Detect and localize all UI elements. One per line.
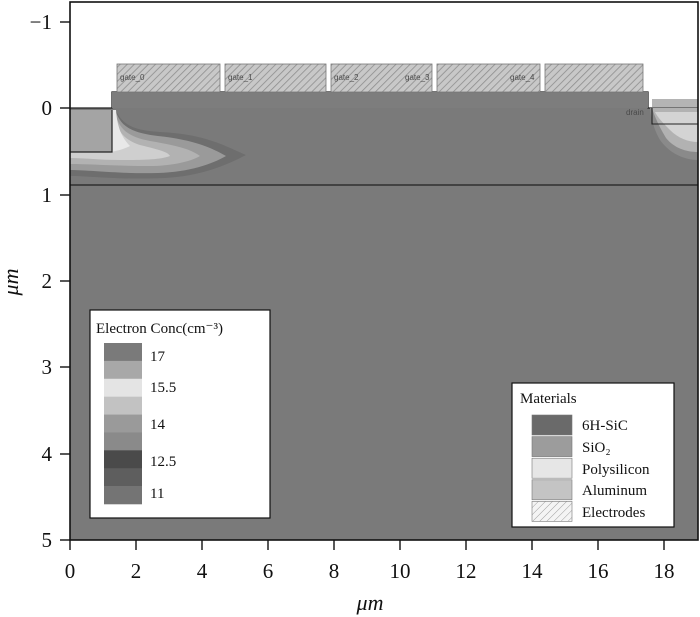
conc-swatch (104, 432, 142, 451)
oxide-layer (112, 92, 648, 108)
materials-legend: Materials 6H-SiC SiO₂ Polysilicon Alumin… (511, 382, 675, 528)
gate-label: gate_0 (120, 73, 145, 82)
gate-electrode (224, 63, 327, 93)
gate-label: gate_3 (405, 73, 430, 82)
conc-swatch (104, 468, 142, 487)
material-label: SiO₂ (582, 440, 611, 456)
gate-electrodes: gate_0 gate_1 gate_2 gate_3 gate_4 drain (116, 63, 644, 117)
conc-level-label: 11 (150, 486, 164, 502)
drain-electron-region (650, 99, 698, 160)
conc-swatch (104, 378, 142, 397)
gate-electrode (436, 63, 541, 93)
conc-swatch (104, 450, 142, 469)
conc-swatch (104, 396, 142, 415)
x-tick-label: 6 (263, 559, 274, 583)
material-swatch (531, 501, 573, 522)
material-label: Polysilicon (582, 462, 650, 478)
gate-electrode (116, 63, 221, 93)
gate-label: gate_2 (334, 73, 359, 82)
x-tick-label: 8 (329, 559, 340, 583)
y-tick-label: −1 (30, 10, 52, 34)
y-axis-title: μm (0, 269, 23, 297)
material-swatch (531, 479, 573, 501)
source-electron-region (70, 110, 246, 179)
y-tick-label: 0 (42, 96, 53, 120)
x-tick-label: 10 (390, 559, 411, 583)
material-label: Electrodes (582, 505, 645, 521)
material-swatch (531, 457, 573, 479)
material-swatch (531, 414, 573, 436)
gate-electrode (330, 63, 433, 93)
conc-level-label: 14 (150, 417, 166, 433)
conc-level-label: 12.5 (150, 454, 176, 470)
drain-label: drain (626, 108, 644, 117)
y-tick-label: 5 (42, 528, 53, 552)
x-tick-label: 18 (654, 559, 675, 583)
conc-level-label: 17 (150, 349, 166, 365)
gate-electrode (544, 63, 644, 93)
material-label: Aluminum (582, 483, 647, 499)
y-tick-label: 2 (42, 269, 53, 293)
y-tick-label: 1 (42, 183, 53, 207)
conc-swatch (104, 486, 142, 505)
conc-swatch (104, 414, 142, 433)
conc-level-label: 15.5 (150, 380, 176, 396)
x-tick-label: 16 (588, 559, 609, 583)
gate-label: gate_1 (228, 73, 253, 82)
conc-swatch (104, 360, 142, 380)
electron-conc-legend: Electron Conc(cm⁻³) 17 15.5 14 12.5 11 (89, 309, 271, 519)
y-tick-label: 3 (42, 355, 53, 379)
x-axis (69, 540, 665, 550)
material-swatch (531, 436, 573, 457)
materials-legend-title: Materials (520, 391, 577, 407)
x-tick-label: 4 (197, 559, 208, 583)
conc-swatch (104, 343, 142, 362)
plot-frame (69, 1, 699, 541)
x-tick-label: 2 (131, 559, 142, 583)
y-axis (60, 21, 70, 541)
x-tick-label: 12 (456, 559, 477, 583)
gate-label: gate_4 (510, 73, 535, 82)
conc-legend-title: Electron Conc(cm⁻³) (96, 321, 223, 337)
y-tick-label: 4 (42, 442, 53, 466)
x-tick-label: 14 (522, 559, 544, 583)
x-tick-label: 0 (65, 559, 76, 583)
x-axis-title: μm (356, 590, 384, 615)
material-label: 6H-SiC (582, 418, 628, 434)
